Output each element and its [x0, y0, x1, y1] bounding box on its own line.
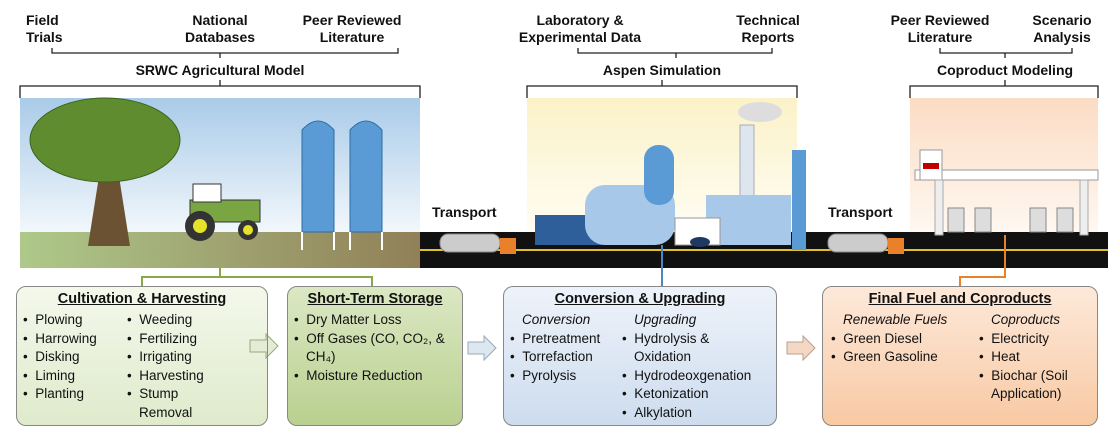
stage-title: Short-Term Storage	[288, 291, 462, 307]
model-name: Aspen Simulation	[572, 62, 752, 79]
item: Harrowing	[23, 330, 123, 349]
item: Weeding	[127, 311, 227, 330]
source: National Databases	[170, 12, 270, 46]
item: Off Gases (CO, CO₂, & CH₄)	[294, 330, 454, 367]
item: Planting	[23, 385, 123, 404]
column: Weeding Fertilizing Irrigating Harvestin…	[127, 311, 227, 422]
item: Hydrodeoxgenation	[622, 367, 777, 386]
item: Hydrolysis & Oxidation	[622, 330, 734, 367]
column-heading: Coproducts	[979, 311, 1094, 330]
model-name: SRWC Agricultural Model	[100, 62, 340, 79]
stage-box: Final Fuel and Coproducts Renewable Fuel…	[822, 286, 1098, 426]
item: Torrefaction	[510, 348, 625, 367]
column-heading: Renewable Fuels	[831, 311, 966, 330]
source: Peer Reviewed Literature	[870, 12, 1010, 46]
model-name: Coproduct Modeling	[905, 62, 1105, 79]
column: Plowing Harrowing Disking Liming Plantin…	[23, 311, 123, 404]
item: Electricity	[979, 330, 1094, 349]
item: Disking	[23, 348, 123, 367]
item: Liming	[23, 367, 123, 386]
item: Pyrolysis	[510, 367, 625, 386]
source: Field Trials	[26, 12, 76, 46]
column: Renewable Fuels Green Diesel Green Gasol…	[831, 311, 966, 367]
column: Coproducts Electricity Heat Biochar (Soi…	[979, 311, 1094, 404]
stage-title: Conversion & Upgrading	[504, 291, 776, 307]
column-heading: Conversion	[510, 311, 625, 330]
column: Upgrading Hydrolysis & Oxidation Hydrode…	[622, 311, 777, 422]
stage-box: Short-Term Storage Dry Matter Loss Off G…	[287, 286, 463, 426]
transport-label: Transport	[432, 204, 497, 221]
diagram: Field Trials National Databases Peer Rev…	[0, 0, 1108, 428]
stage-box: Conversion & Upgrading Conversion Pretre…	[503, 286, 777, 426]
item: Plowing	[23, 311, 123, 330]
item: Moisture Reduction	[294, 367, 454, 386]
stage-title: Cultivation & Harvesting	[17, 291, 267, 307]
item: Heat	[979, 348, 1094, 367]
stage-box: Cultivation & Harvesting Plowing Harrowi…	[16, 286, 268, 426]
item: Alkylation	[622, 404, 777, 423]
column: Dry Matter Loss Off Gases (CO, CO₂, & CH…	[294, 311, 454, 385]
item: Fertilizing	[127, 330, 227, 349]
source: Peer Reviewed Literature	[282, 12, 422, 46]
item: Green Gasoline	[831, 348, 966, 367]
transport-label: Transport	[828, 204, 893, 221]
source: Scenario Analysis	[1022, 12, 1102, 46]
item: Irrigating	[127, 348, 227, 367]
item: Pretreatment	[510, 330, 625, 349]
source: Laboratory & Experimental Data	[505, 12, 655, 46]
item: Harvesting	[127, 367, 227, 386]
source: Technical Reports	[728, 12, 808, 46]
item: Stump Removal	[127, 385, 227, 422]
item: Dry Matter Loss	[294, 311, 454, 330]
column: Conversion Pretreatment Torrefaction Pyr…	[510, 311, 625, 385]
stage-title: Final Fuel and Coproducts	[823, 291, 1097, 307]
item: Biochar (Soil Application)	[979, 367, 1094, 404]
column-heading: Upgrading	[622, 311, 777, 330]
item: Ketonization	[622, 385, 777, 404]
item: Green Diesel	[831, 330, 966, 349]
